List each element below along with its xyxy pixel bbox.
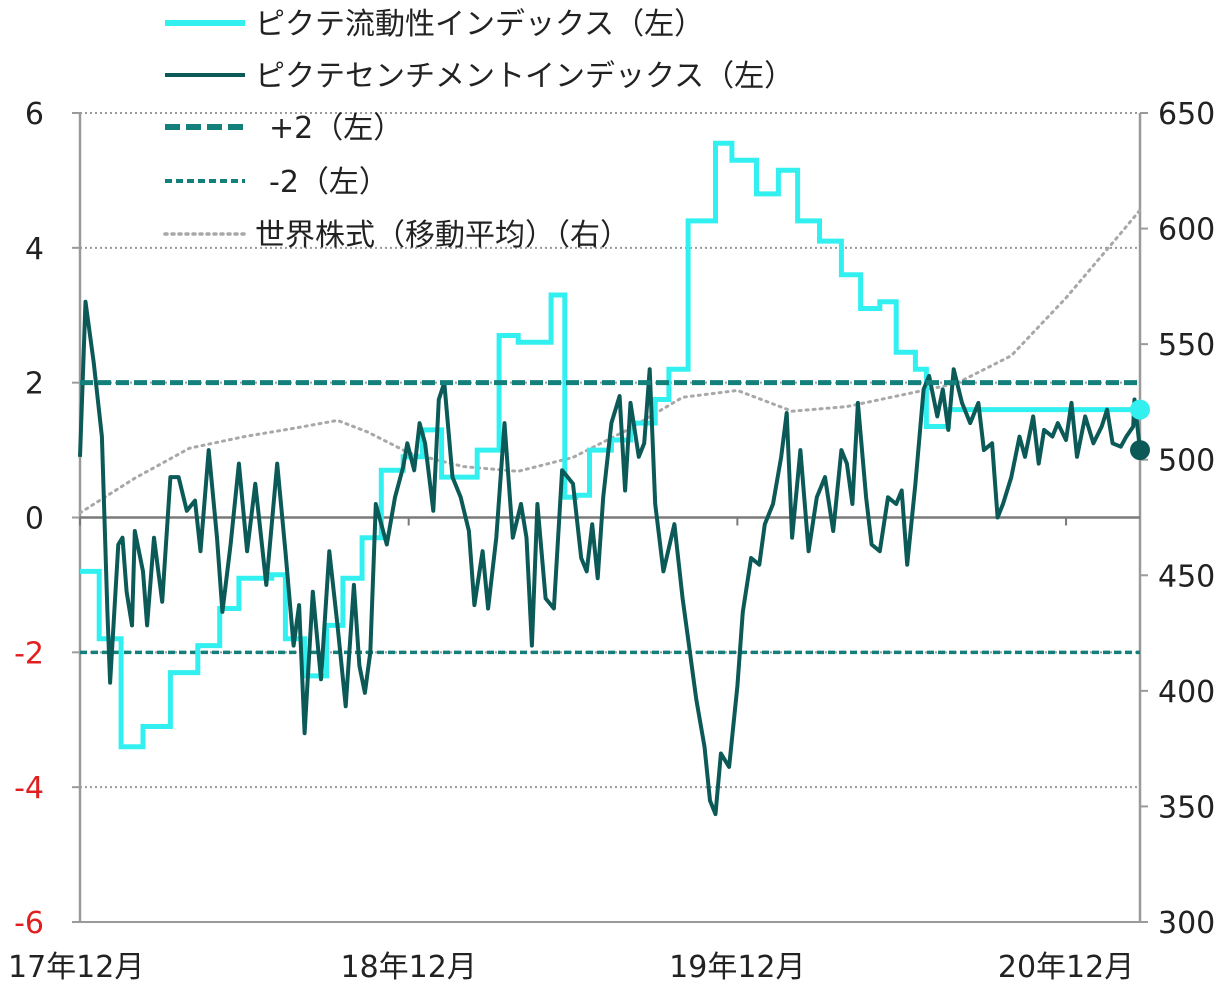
y-left-tick-label: 4 [25,232,44,267]
tick-labels: -6 -4 -2 0 2 4 6 300 350 400 450 500 550 600 650 17年12月… [8,97,1215,985]
sentiment-end-marker [1130,440,1150,461]
legend-label-liquidity: ピクテ流動性インデックス（左） [255,7,704,42]
y-left-tick-label: -4 [14,771,44,806]
legend: ピクテ流動性インデックス（左） ピクテセンチメントインデックス（左） +2（左） -2… [163,7,794,253]
y-left-tick-label: 6 [25,97,44,132]
y-left-tick-label: 2 [25,367,44,402]
legend-label-sentiment: ピクテセンチメントインデックス（左） [255,59,794,94]
x-tick-label: 18年12月 [341,950,477,985]
legend-label-plus2: +2（左） [269,111,403,146]
x-tick-label: 17年12月 [8,950,144,985]
liquidity-end-marker [1130,399,1150,420]
legend-label-world: 世界株式（移動平均）（右） [255,218,630,253]
x-tick-label: 20年12月 [998,950,1134,985]
legend-label-minus2: -2（左） [269,165,389,200]
series-sentiment-line [78,299,1142,817]
axes [72,112,1148,923]
x-tick-label: 19年12月 [669,950,805,985]
series-layer [78,140,1150,817]
y-right-tick-label: 500 [1158,444,1215,479]
series-liquidity-line [80,140,1140,750]
y-right-tick-label: 550 [1158,328,1215,363]
y-right-tick-label: 450 [1158,559,1215,594]
y-right-tick-label: 600 [1158,213,1215,248]
y-right-tick-label: 300 [1158,906,1215,941]
y-right-tick-label: 350 [1158,790,1215,825]
y-left-tick-label: 0 [25,502,44,537]
y-left-tick-label: -6 [14,906,44,941]
y-left-tick-label: -2 [14,636,44,671]
y-right-tick-label: 400 [1158,675,1215,710]
y-right-tick-label: 650 [1158,97,1215,132]
series-world-equities-line [78,208,1142,515]
